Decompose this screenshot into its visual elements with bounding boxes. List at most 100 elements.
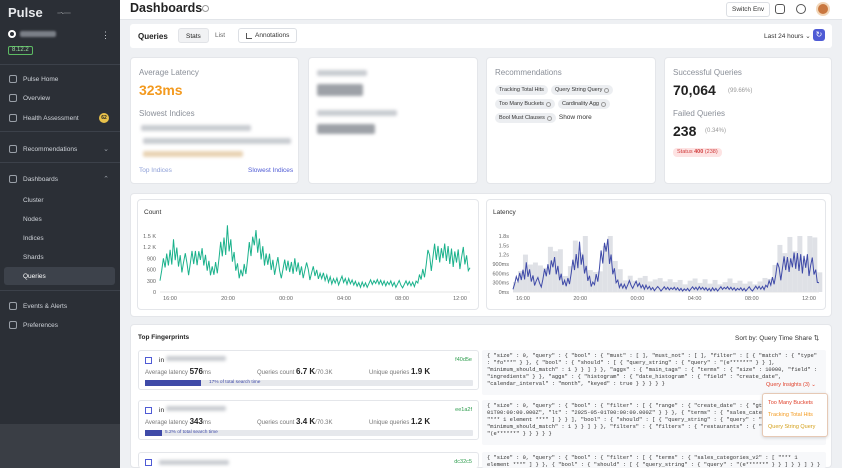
refresh-button[interactable]: ↻ xyxy=(813,29,825,41)
fingerprint-hash[interactable]: dc32c5 xyxy=(454,459,472,465)
queries-count-value: 3.4 K xyxy=(296,417,316,426)
latency-range-band xyxy=(702,279,708,292)
latency-range-band xyxy=(722,282,728,292)
pulse-logo[interactable]: Pulse xyxy=(8,5,43,20)
tab-list[interactable]: List xyxy=(215,32,226,39)
search-time-share-text: 5.2% of total search time xyxy=(165,430,218,435)
y-tick-label: 300 xyxy=(147,279,156,285)
y-tick-label: 300ms xyxy=(492,281,509,287)
queries-count: Queries count 3.4 K/70.3K xyxy=(257,417,333,426)
sidebar-item-label: Indices xyxy=(23,234,44,242)
query-sample[interactable]: { "size" : 0, "query" : { "bool" : { "mu… xyxy=(482,350,826,395)
chevron-up-icon: ⌃ xyxy=(103,176,109,183)
latency-range-band xyxy=(692,278,698,292)
insight-query-string-query[interactable]: Query String Query xyxy=(768,424,816,430)
query-insights-button[interactable]: Query Insights (3) ⌄ xyxy=(766,382,816,388)
redacted-index-name xyxy=(141,125,251,131)
fingerprints-panel xyxy=(130,324,832,468)
y-tick-label: 600ms xyxy=(492,271,509,277)
grid-icon xyxy=(145,459,152,466)
query-sample[interactable]: { "size" : 0, "query" : { "bool" : { "fi… xyxy=(482,452,826,468)
insight-tracking-total-hits[interactable]: Tracking Total Hits xyxy=(768,412,813,418)
latency-range-band xyxy=(517,271,523,292)
sidebar-item-label: Queries xyxy=(23,272,46,280)
kebab-menu-icon[interactable]: ⋮ xyxy=(101,30,110,40)
redacted-metrics-card xyxy=(308,57,478,184)
sidebar-divider xyxy=(0,162,120,163)
time-range-selector[interactable]: Last 24 hours ⌄ xyxy=(764,32,811,40)
avatar[interactable] xyxy=(816,2,830,16)
x-tick-label: 08:00 xyxy=(395,296,409,302)
latency-range-band xyxy=(513,281,518,292)
redacted-index-name xyxy=(159,460,229,465)
heart-icon xyxy=(9,114,17,122)
recommendations-card: Recommendations Tracking Total Hits Query… xyxy=(486,57,656,184)
chevron-down-icon: ⌄ xyxy=(805,33,811,40)
x-tick-label: 12:00 xyxy=(802,296,816,302)
sidebar-item-cluster[interactable]: Cluster xyxy=(4,191,115,209)
queries-subnav: Queries Stats List Annotations Last 24 h… xyxy=(130,24,832,48)
tab-stats[interactable]: Stats xyxy=(178,28,209,43)
time-range-label: Last 24 hours xyxy=(764,33,804,40)
top-header: Dashboards Switch Env xyxy=(120,0,842,20)
chip-tracking-total-hits[interactable]: Tracking Total Hits xyxy=(495,85,548,95)
average-latency: Average latency 576ms xyxy=(145,367,211,376)
show-more-link[interactable]: Show more xyxy=(558,114,592,121)
chip-query-string-query[interactable]: Query String Query xyxy=(550,85,614,95)
latency-range-band xyxy=(742,283,748,292)
chip-bool-must-clauses[interactable]: Bool Must Clauses xyxy=(495,113,556,123)
insight-too-many-buckets[interactable]: Too Many Buckets xyxy=(768,400,813,406)
average-latency-label: Average latency xyxy=(145,420,188,426)
x-tick-label: 08:00 xyxy=(745,296,759,302)
fingerprint-hash[interactable]: ee1a2f xyxy=(455,407,472,413)
sidebar-item-queries[interactable]: Queries xyxy=(4,267,115,285)
sidebar-item-dashboards[interactable]: Dashboards ⌃ xyxy=(4,170,115,188)
sort-selector[interactable]: Sort by: Query Time Share ⇅ xyxy=(735,334,819,342)
fingerprint-row[interactable]: dc32c5 xyxy=(138,452,479,468)
latency-range-band xyxy=(807,236,813,292)
latency-range-band xyxy=(532,262,538,292)
status-400-badge[interactable]: Status 400 (238) xyxy=(673,148,722,157)
sidebar-item-recommendations[interactable]: Recommendations ⌄ xyxy=(4,140,115,158)
queries-count-label: Queries count xyxy=(257,370,295,376)
count-chart-card: Count 1.5 K 1.2 K 900 600 300 0 16:00 20:00 00:0… xyxy=(137,199,479,310)
query-sample[interactable]: { "size" : 0, "query" : { "bool" : { "fi… xyxy=(482,400,826,445)
slowest-indices-link[interactable]: Slowest Indices xyxy=(248,167,294,174)
sidebar-item-nodes[interactable]: Nodes xyxy=(4,210,115,228)
fingerprint-hash[interactable]: f40d5e xyxy=(455,357,472,363)
latency-range-band xyxy=(762,277,768,292)
redacted-label xyxy=(317,70,367,76)
latency-range-band xyxy=(777,244,783,292)
sidebar-item-shards[interactable]: Shards xyxy=(4,248,115,266)
chip-too-many-buckets[interactable]: Too Many Buckets xyxy=(495,99,555,109)
count-chart: 1.5 K 1.2 K 900 600 300 0 16:00 20:00 00:00 04:00… xyxy=(143,225,471,302)
fingerprint-row[interactable]: in ee1a2f Average latency 343ms Queries … xyxy=(138,400,479,440)
sidebar-item-events-alerts[interactable]: Events & Alerts xyxy=(4,297,115,315)
status-count: (238) xyxy=(704,149,718,155)
environment-name-redacted xyxy=(20,31,56,37)
chip-cardinality-agg[interactable]: Cardinality Agg xyxy=(557,99,610,109)
switch-env-button[interactable]: Switch Env xyxy=(726,2,771,17)
bell-icon[interactable] xyxy=(775,4,785,14)
info-icon[interactable] xyxy=(202,5,209,12)
help-icon[interactable] xyxy=(796,4,806,14)
sidebar-item-preferences[interactable]: Preferences xyxy=(4,316,115,334)
recommendation-chips: Tracking Total Hits Query String Query To… xyxy=(495,85,655,127)
sidebar-item-pulse-home[interactable]: Pulse Home xyxy=(4,70,115,88)
x-tick-label: 16:00 xyxy=(516,296,530,302)
sidebar-item-health-assessment[interactable]: Health Assessment 62 xyxy=(4,109,115,127)
environment-selector[interactable] xyxy=(8,29,100,39)
x-tick-label: 20:00 xyxy=(573,296,587,302)
sidebar-item-overview[interactable]: Overview xyxy=(4,89,115,107)
failed-queries-value: 238 xyxy=(673,123,697,139)
annotations-button[interactable]: Annotations xyxy=(238,28,298,43)
latency-range-band xyxy=(607,236,613,292)
sidebar-item-indices[interactable]: Indices xyxy=(4,229,115,247)
redacted-index-name xyxy=(143,138,291,144)
queries-count-value: 6.7 K xyxy=(296,367,316,376)
fingerprint-row[interactable]: in f40d5e Average latency 576ms Queries … xyxy=(138,350,479,390)
series-line xyxy=(159,225,471,289)
latency-chart: 1.8s 1.5s 1.2s 900ms 600ms 300ms 0ms 16:00 20:00… xyxy=(492,234,823,302)
top-indices-link[interactable]: Top Indices xyxy=(139,167,172,174)
info-icon xyxy=(604,87,610,93)
